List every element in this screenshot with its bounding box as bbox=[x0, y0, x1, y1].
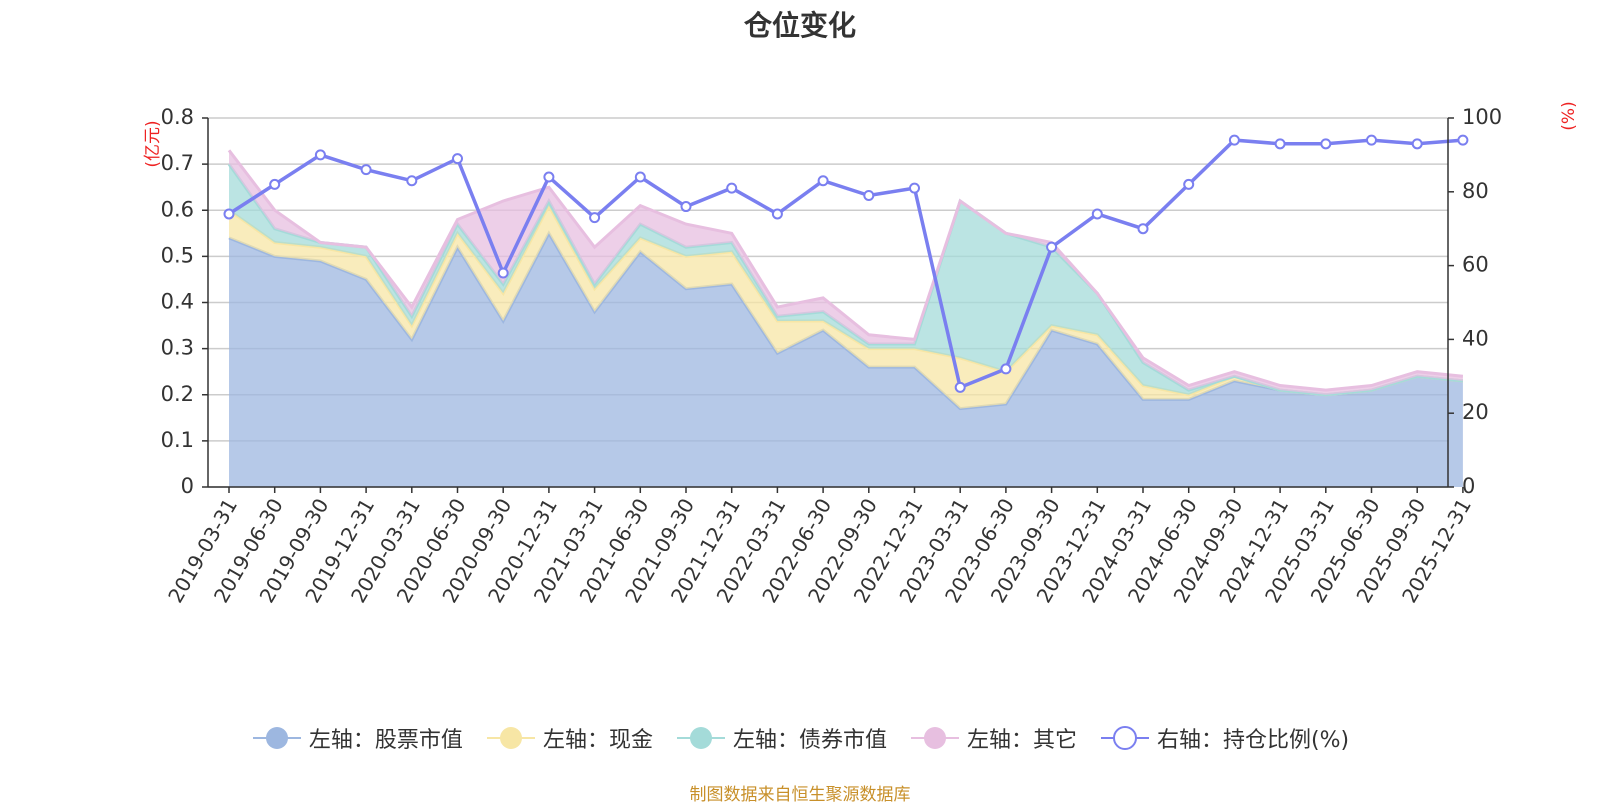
legend-marker-icon bbox=[486, 727, 535, 749]
left-axis-unit: (亿元) bbox=[143, 120, 163, 167]
left-tick-label: 0.4 bbox=[161, 290, 194, 314]
ratio-point bbox=[406, 175, 418, 187]
legend-marker-icon bbox=[252, 727, 301, 749]
area-edge-左轴：其它 bbox=[227, 149, 1464, 392]
left-tick-label: 0.1 bbox=[161, 428, 194, 452]
legend-item[interactable]: 右轴：持仓比例(%) bbox=[1099, 722, 1349, 754]
ratio-point bbox=[1183, 178, 1195, 190]
ratio-point bbox=[1091, 208, 1103, 220]
ratio-point bbox=[1046, 241, 1058, 253]
right-tick-label: 80 bbox=[1462, 179, 1489, 203]
ratio-point bbox=[1228, 134, 1240, 146]
ratio-line-path bbox=[228, 138, 1464, 390]
left-tick-label: 0.3 bbox=[161, 336, 194, 360]
legend-item[interactable]: 左轴：债券市值 bbox=[675, 722, 887, 754]
chart-title: 仓位变化 bbox=[743, 9, 856, 42]
legend-item[interactable]: 左轴：现金 bbox=[485, 722, 653, 754]
legend-marker-icon bbox=[1100, 726, 1149, 750]
ratio-point bbox=[1000, 363, 1012, 375]
right-tick-label: 0 bbox=[1462, 474, 1475, 498]
ratio-point bbox=[909, 182, 920, 194]
legend-label: 左轴：股票市值 bbox=[308, 728, 463, 753]
ratio-point bbox=[771, 208, 783, 220]
ratio-point bbox=[1366, 134, 1377, 146]
ratio-point bbox=[1320, 138, 1332, 150]
right-tick-label: 20 bbox=[1462, 400, 1489, 424]
right-tick-label: 60 bbox=[1462, 253, 1489, 277]
ratio-point bbox=[817, 175, 829, 187]
legend-marker-icon bbox=[676, 727, 725, 749]
legend-label: 右轴：持仓比例(%) bbox=[1156, 728, 1350, 753]
legend-item[interactable]: 左轴：其它 bbox=[909, 722, 1077, 754]
ratio-point bbox=[269, 178, 281, 190]
ratio-point bbox=[1137, 223, 1149, 235]
ratio-point bbox=[223, 208, 235, 220]
stacked-areas bbox=[227, 149, 1464, 487]
left-tick-label: 0 bbox=[181, 474, 194, 498]
ratio-point bbox=[680, 201, 692, 213]
ratio-point bbox=[954, 381, 966, 393]
ratio-point bbox=[452, 153, 463, 165]
ratio-point bbox=[1274, 138, 1286, 150]
ratio-point bbox=[1457, 134, 1469, 146]
area-左轴：股票市值 bbox=[229, 233, 1463, 487]
ratio-point bbox=[314, 149, 326, 161]
source-note: 制图数据来自恒生聚源数据库 bbox=[689, 785, 911, 805]
left-tick-label: 0.2 bbox=[161, 382, 194, 406]
ratio-point bbox=[360, 164, 372, 176]
ratio-point bbox=[543, 171, 555, 183]
legend-label: 左轴：债券市值 bbox=[732, 728, 887, 753]
right-axis-unit: (%) bbox=[1559, 101, 1579, 130]
legend-label: 左轴：现金 bbox=[542, 728, 653, 753]
left-tick-label: 0.7 bbox=[161, 151, 194, 175]
ratio-point bbox=[589, 212, 601, 224]
ratio-point bbox=[726, 182, 738, 194]
ratio-line bbox=[223, 134, 1469, 393]
left-tick-label: 0.8 bbox=[161, 105, 194, 129]
ratio-point bbox=[1411, 138, 1423, 150]
left-tick-label: 0.5 bbox=[161, 243, 194, 267]
right-tick-label: 100 bbox=[1462, 105, 1502, 129]
legend-label: 左轴：其它 bbox=[966, 728, 1077, 753]
legend-marker-icon bbox=[910, 727, 959, 749]
ratio-point bbox=[634, 171, 646, 183]
legend: 左轴：股票市值 左轴：现金 左轴：债券市值 左轴：其它 右轴：持仓比例(%) bbox=[0, 722, 1600, 754]
ratio-point bbox=[497, 267, 509, 279]
legend-item[interactable]: 左轴：股票市值 bbox=[251, 722, 463, 754]
left-tick-label: 0.6 bbox=[161, 197, 194, 221]
ratio-point bbox=[863, 189, 875, 201]
area-左轴：其它 bbox=[229, 150, 1463, 395]
right-tick-label: 40 bbox=[1462, 326, 1489, 350]
